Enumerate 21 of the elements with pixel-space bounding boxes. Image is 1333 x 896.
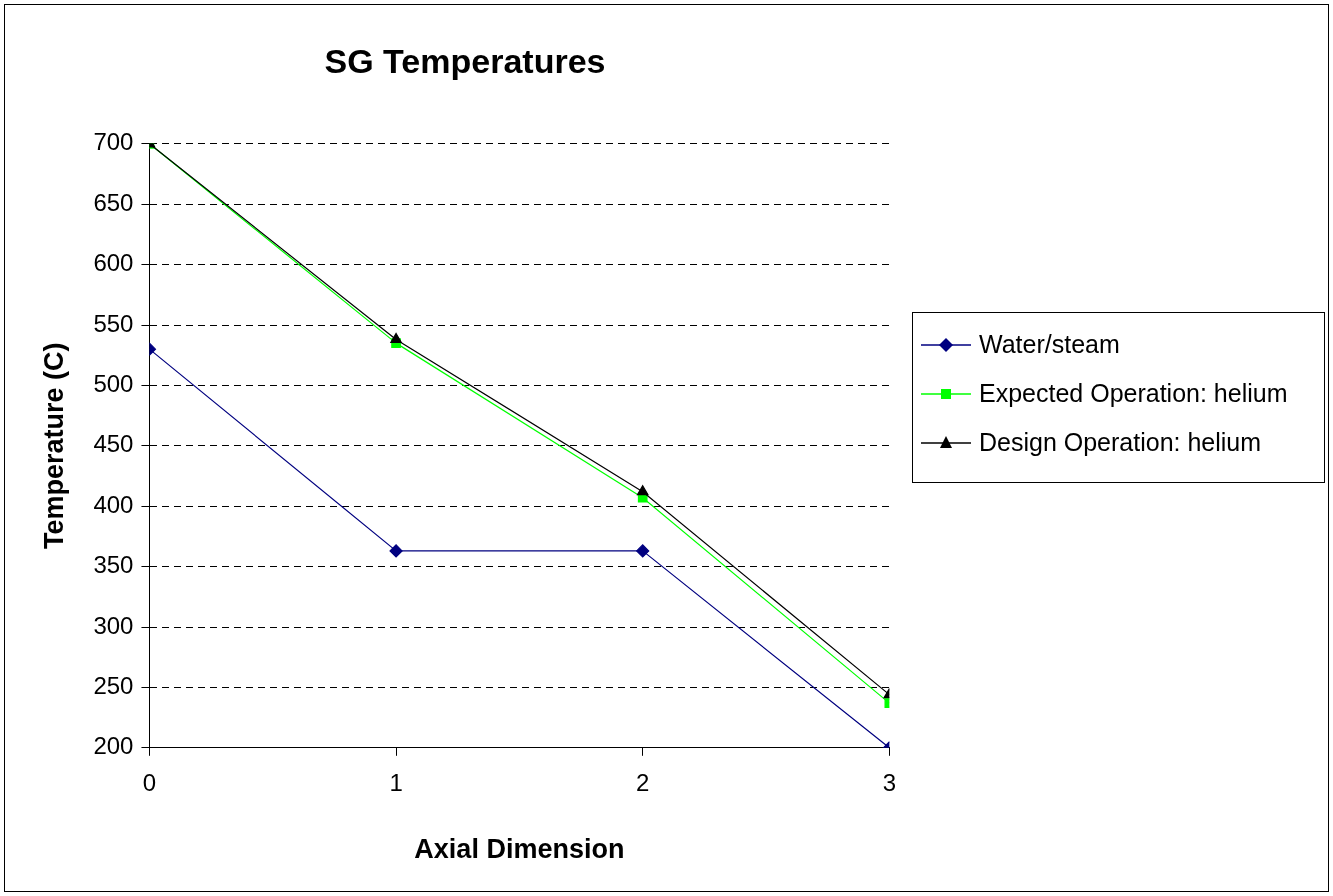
x-tick-label: 1 xyxy=(389,768,403,796)
y-tick-label: 200 xyxy=(93,732,134,760)
y-tick-label: 450 xyxy=(93,430,134,458)
y-tick-label: 700 xyxy=(93,128,134,156)
y-tick-label: 600 xyxy=(93,249,134,277)
x-tick-label: 3 xyxy=(882,768,897,796)
y-tick-label: 250 xyxy=(93,672,134,700)
y-tick-label: 350 xyxy=(93,551,134,579)
legend-label: Design Operation: helium xyxy=(979,427,1262,458)
legend-label: Expected Operation: helium xyxy=(979,378,1288,409)
y-tick-label: 400 xyxy=(93,490,134,518)
y-tick-label: 500 xyxy=(93,370,134,398)
chart-title: SG Temperatures xyxy=(324,41,606,80)
y-axis-title: Temperature (C) xyxy=(38,342,69,550)
x-tick-label: 2 xyxy=(636,768,650,796)
legend-label: Water/steam xyxy=(979,329,1120,360)
x-axis-title: Axial Dimension xyxy=(414,834,625,865)
y-tick-label: 650 xyxy=(93,188,134,216)
x-tick-label: 0 xyxy=(142,768,157,796)
y-tick-label: 550 xyxy=(93,309,134,337)
y-tick-label: 300 xyxy=(93,611,134,639)
